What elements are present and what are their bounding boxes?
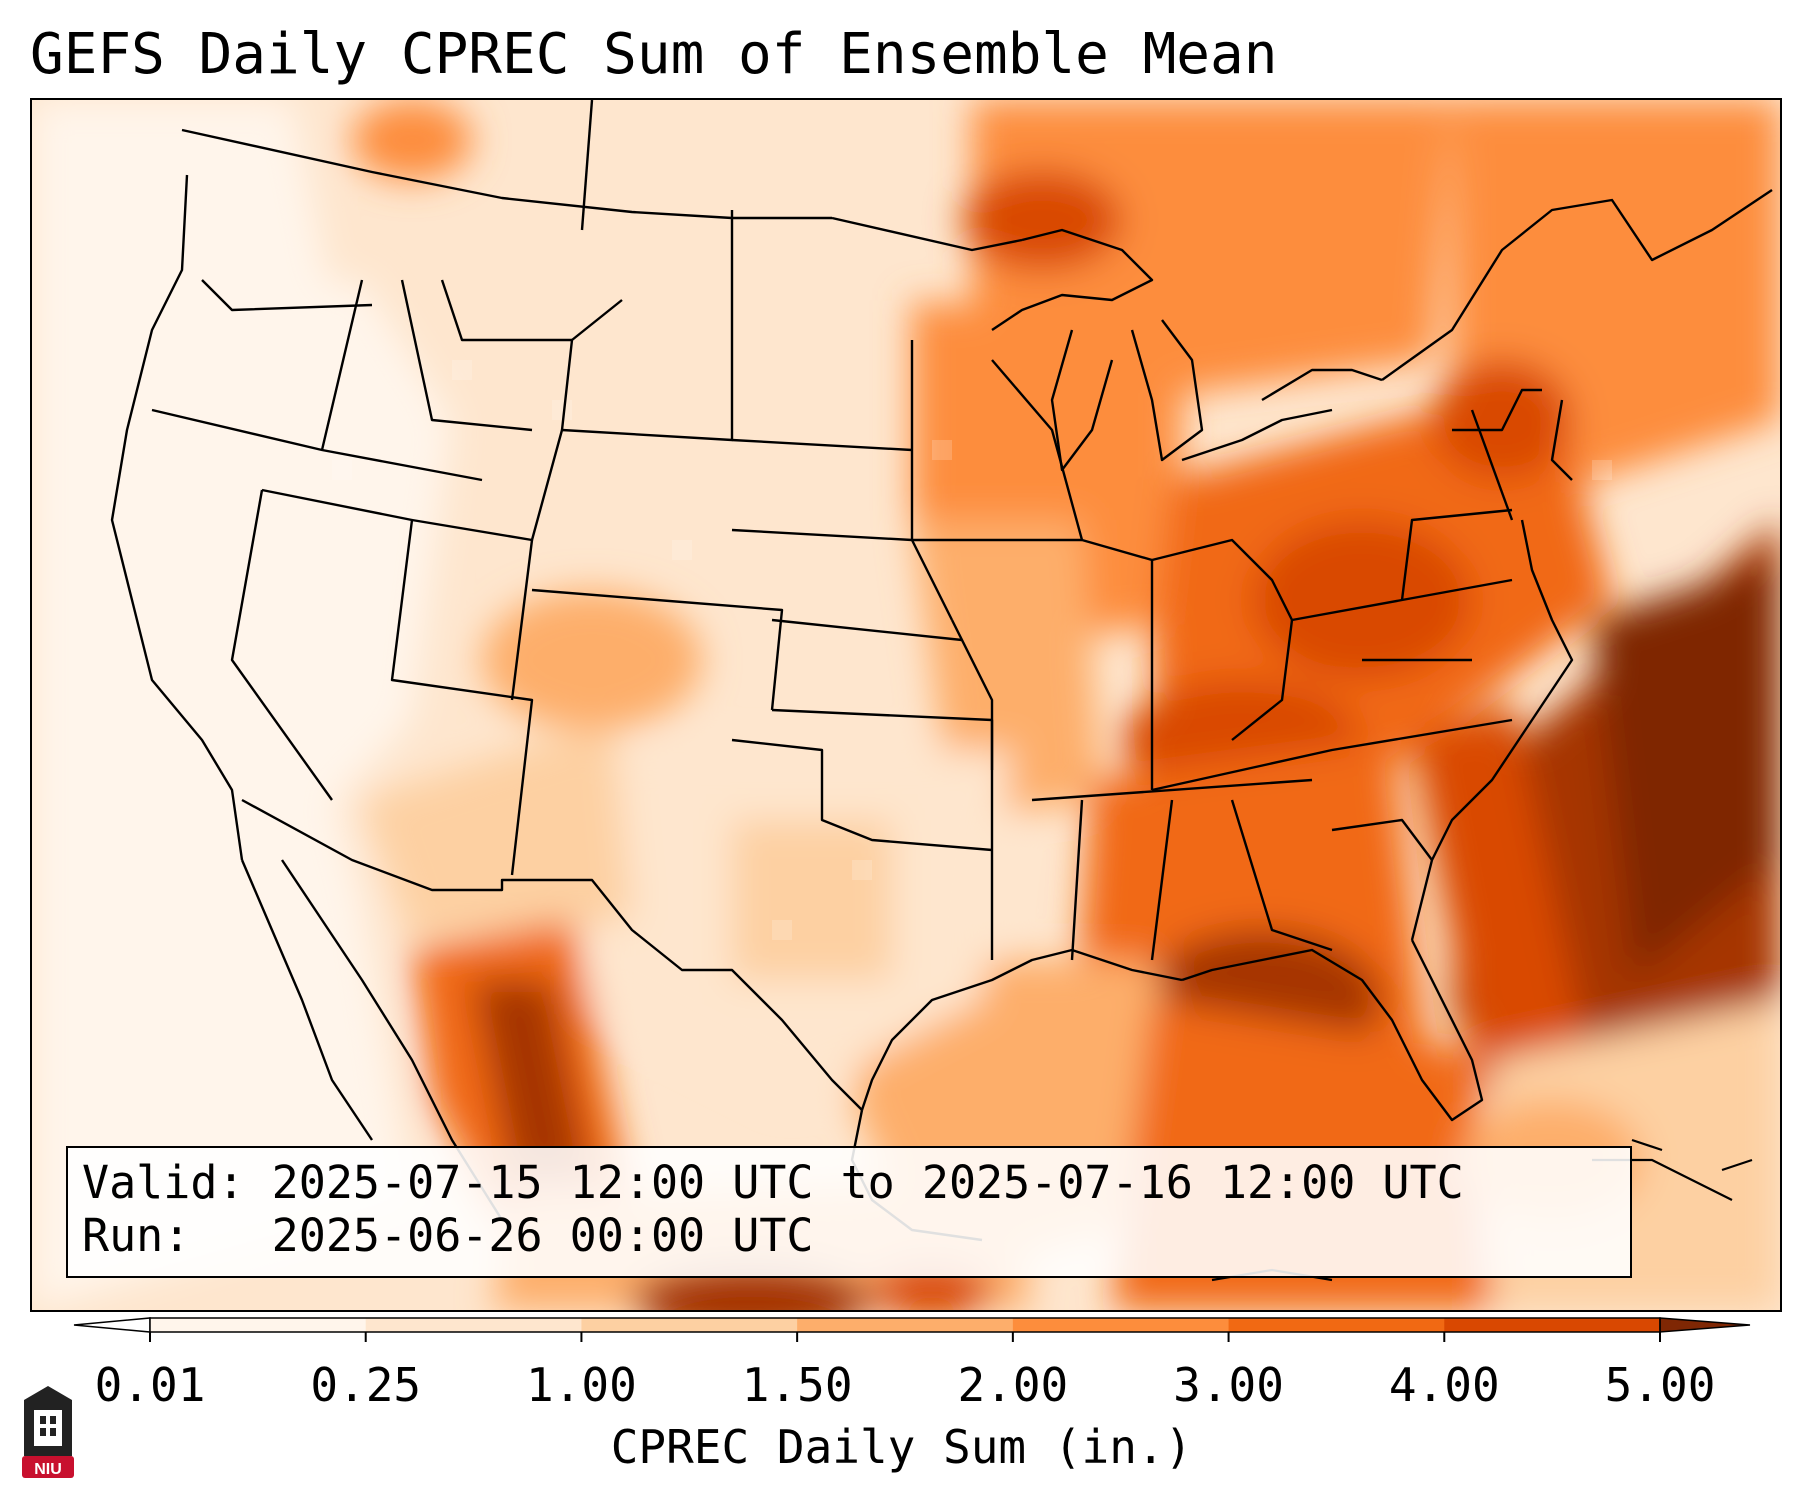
colorbar xyxy=(73,1317,1751,1342)
colorbar-tick-label: 2.00 xyxy=(957,1358,1069,1412)
colorbar-tick-label: 0.25 xyxy=(310,1358,422,1412)
precip-field-map xyxy=(32,100,1780,1310)
run-time-text: Run: 2025-06-26 00:00 UTC xyxy=(82,1209,814,1262)
colorbar-title: CPREC Daily Sum (in.) xyxy=(610,1420,1193,1474)
colorbar-over-arrow xyxy=(1659,1317,1751,1333)
colorbar-outline xyxy=(149,1317,1661,1333)
colorbar-tick-label: 1.00 xyxy=(526,1358,637,1412)
colorbar-tick-label: 4.00 xyxy=(1388,1358,1500,1412)
valid-time-text: Valid: 2025-07-15 12:00 UTC to 2025-07-1… xyxy=(82,1156,1464,1209)
colorbar-under-arrow xyxy=(73,1317,151,1333)
valid-run-info-box: Valid: 2025-07-15 12:00 UTC to 2025-07-1… xyxy=(66,1146,1632,1278)
logo-text: NIU xyxy=(34,1461,62,1478)
colorbar-segment xyxy=(797,1318,1014,1332)
colorbar-segment xyxy=(1228,1318,1445,1332)
precip-map xyxy=(30,98,1782,1312)
colorbar-segment xyxy=(150,1318,367,1332)
colorbar-tick-label: 3.00 xyxy=(1173,1358,1284,1412)
colorbar-tick-label: 0.01 xyxy=(94,1358,206,1412)
niu-logo: NIU xyxy=(22,1386,74,1478)
colorbar-segment xyxy=(581,1318,798,1332)
colorbar-tick-label: 1.50 xyxy=(741,1358,853,1412)
colorbar-segment xyxy=(1012,1318,1230,1332)
map-title: GEFS Daily CPREC Sum of Ensemble Mean xyxy=(30,22,1278,87)
colorbar-segment xyxy=(365,1318,582,1332)
colorbar-tick-label: 5.00 xyxy=(1604,1358,1716,1412)
colorbar-segment xyxy=(1444,1318,1661,1332)
